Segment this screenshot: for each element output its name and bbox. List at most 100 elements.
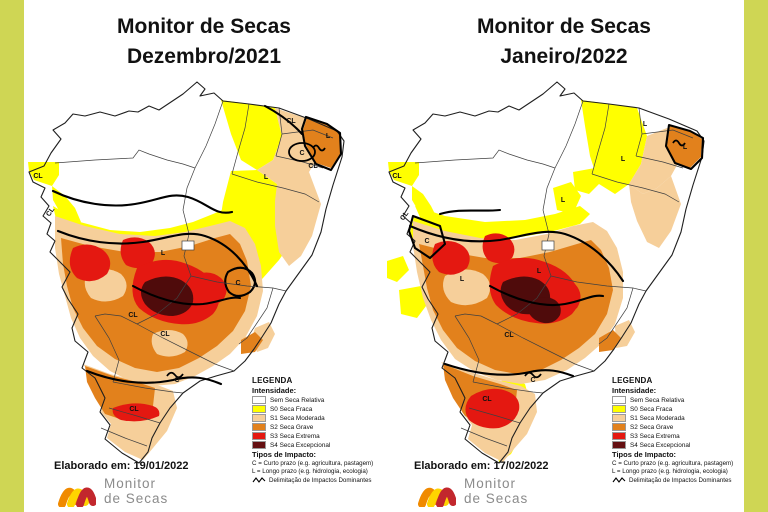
delimitation-squiggle-icon <box>252 477 266 483</box>
swatch-no-drought-icon <box>612 396 626 404</box>
impact-label: CL <box>128 312 138 319</box>
legend-title: LEGENDA <box>612 376 653 385</box>
impact-labels-december: CL CL CL L C CL L L CL CL C C CL <box>33 118 331 413</box>
legend-intensity-heading: Intensidade: <box>252 386 297 395</box>
page-title-december: Monitor de Secas Dezembro/2021 <box>34 12 374 73</box>
legend-item: S4 Seca Excepcional <box>612 441 764 449</box>
impact-line-c: C = Curto prazo (e.g. agricultura, pasta… <box>252 460 374 467</box>
impact-label: L <box>460 276 465 283</box>
impact-label: C <box>235 280 240 287</box>
legend-title: LEGENDA <box>252 376 293 385</box>
legend-item: S2 Seca Grave <box>612 423 764 431</box>
title-line1: Monitor de Secas <box>477 15 651 38</box>
impact-label: CL <box>129 406 139 413</box>
title-line1: Monitor de Secas <box>117 15 291 38</box>
impact-line-c: C = Curto prazo (e.g. agricultura, pasta… <box>612 460 734 467</box>
delimitation-squiggle-icon <box>612 477 626 483</box>
logo-text: Monitor de Secas <box>464 476 529 507</box>
impact-label: CL <box>399 210 411 222</box>
page-title-january: Monitor de Secas Janeiro/2022 <box>394 12 734 73</box>
impact-delim-row: Delimitação de Impactos Dominantes <box>612 476 764 484</box>
legend-item-label: S1 Seca Moderada <box>270 414 325 422</box>
impact-delimitation-lines <box>407 123 705 379</box>
legend-item-label: S4 Seca Excepcional <box>270 441 331 449</box>
impact-label: CL <box>482 396 492 403</box>
legend-item: S3 Seca Extrema <box>612 432 764 440</box>
swatch-s3-icon <box>252 432 266 440</box>
legend-impact-heading: Tipos de Impacto: <box>612 450 677 459</box>
panel-january-2022: Monitor de Secas Janeiro/2022 <box>384 0 744 512</box>
legend-item-label: S1 Seca Moderada <box>630 414 685 422</box>
logo-line2: de Secas <box>464 491 529 506</box>
swatch-s0-icon <box>612 405 626 413</box>
impact-label: L <box>537 268 542 275</box>
logo-m-icon <box>418 487 456 507</box>
logo-line2: de Secas <box>104 491 169 506</box>
swatch-s3-icon <box>612 432 626 440</box>
legend-item: S3 Seca Extrema <box>252 432 404 440</box>
impact-label: CL <box>160 331 170 338</box>
legend-item-label: Sem Seca Relativa <box>630 396 685 404</box>
legend-item-label: S2 Seca Grave <box>270 423 314 431</box>
impact-label: C <box>530 377 535 384</box>
impact-delimitation-lines <box>51 104 343 386</box>
legend-item-label: S2 Seca Grave <box>630 423 674 431</box>
legend-item: S0 Seca Fraca <box>612 405 764 413</box>
impact-label: CL <box>45 206 57 218</box>
legend-item-label: S3 Seca Extrema <box>630 432 680 440</box>
legend-item-label: S0 Seca Fraca <box>270 405 313 413</box>
legend-item: S2 Seca Grave <box>252 423 404 431</box>
legend-item: Sem Seca Relativa <box>612 396 764 404</box>
swatch-s1-icon <box>252 414 266 422</box>
legend-impact-heading: Tipos de Impacto: <box>252 450 317 459</box>
impact-label: C <box>174 377 179 384</box>
impact-label: L <box>643 121 648 128</box>
swatch-no-drought-icon <box>252 396 266 404</box>
impact-label: CL <box>33 173 43 180</box>
impact-label: CL <box>504 332 514 339</box>
swatch-s1-icon <box>612 414 626 422</box>
legend-item: S4 Seca Excepcional <box>252 441 404 449</box>
elaborado-date: Elaborado em: 19/01/2022 <box>54 460 189 472</box>
legend-item-label: S0 Seca Fraca <box>630 405 673 413</box>
left-accent-stripe <box>0 0 24 512</box>
impact-delim-label: Delimitação de Impactos Dominantes <box>629 476 732 484</box>
impact-delim-row: Delimitação de Impactos Dominantes <box>252 476 404 484</box>
legend-item: S1 Seca Moderada <box>252 414 404 422</box>
title-line2: Janeiro/2022 <box>500 45 628 69</box>
swatch-s0-icon <box>252 405 266 413</box>
impact-label: L <box>683 144 688 151</box>
impact-label: C <box>299 150 304 157</box>
drought-map-january: CL CL C L L L L L CL CL C L <box>387 81 705 464</box>
legend-item: Sem Seca Relativa <box>252 396 404 404</box>
monitor-de-secas-logo: Monitor de Secas <box>418 476 529 507</box>
impact-delim-label: Delimitação de Impactos Dominantes <box>269 476 372 484</box>
elaborado-date: Elaborado em: 17/02/2022 <box>414 460 549 472</box>
impact-label: L <box>264 174 269 181</box>
legend-item-label: S3 Seca Extrema <box>270 432 320 440</box>
distrito-federal-box <box>181 240 195 251</box>
legend-item-label: S4 Seca Excepcional <box>630 441 691 449</box>
impact-label: CL <box>308 163 318 170</box>
impact-label: CL <box>286 118 296 125</box>
title-line2: Dezembro/2021 <box>126 45 282 69</box>
drought-map-december: CL CL CL L C CL L L CL CL C C CL <box>28 81 345 464</box>
impact-label: L <box>561 197 566 204</box>
impact-label: C <box>424 238 429 245</box>
impact-label: CL <box>392 173 402 180</box>
legend-intensity-heading: Intensidade: <box>612 386 657 395</box>
logo-line1: Monitor <box>104 476 157 492</box>
legend-item: S0 Seca Fraca <box>252 405 404 413</box>
legend-item: S1 Seca Moderada <box>612 414 764 422</box>
swatch-s2-icon <box>612 423 626 431</box>
impact-line-l: L = Longo prazo (e.g. hidrologia, ecolog… <box>252 468 368 475</box>
legend-item-label: Sem Seca Relativa <box>270 396 325 404</box>
monitor-de-secas-logo: Monitor de Secas <box>58 476 169 507</box>
impact-line-l: L = Longo prazo (e.g. hidrologia, ecolog… <box>612 468 728 475</box>
legend: LEGENDA Intensidade: Sem Seca Relativa S… <box>612 376 764 484</box>
swatch-s2-icon <box>252 423 266 431</box>
right-accent-stripe <box>744 0 768 512</box>
distrito-federal-box <box>541 240 555 251</box>
impact-labels-january: CL CL C L L L L L CL CL C L <box>392 121 688 403</box>
